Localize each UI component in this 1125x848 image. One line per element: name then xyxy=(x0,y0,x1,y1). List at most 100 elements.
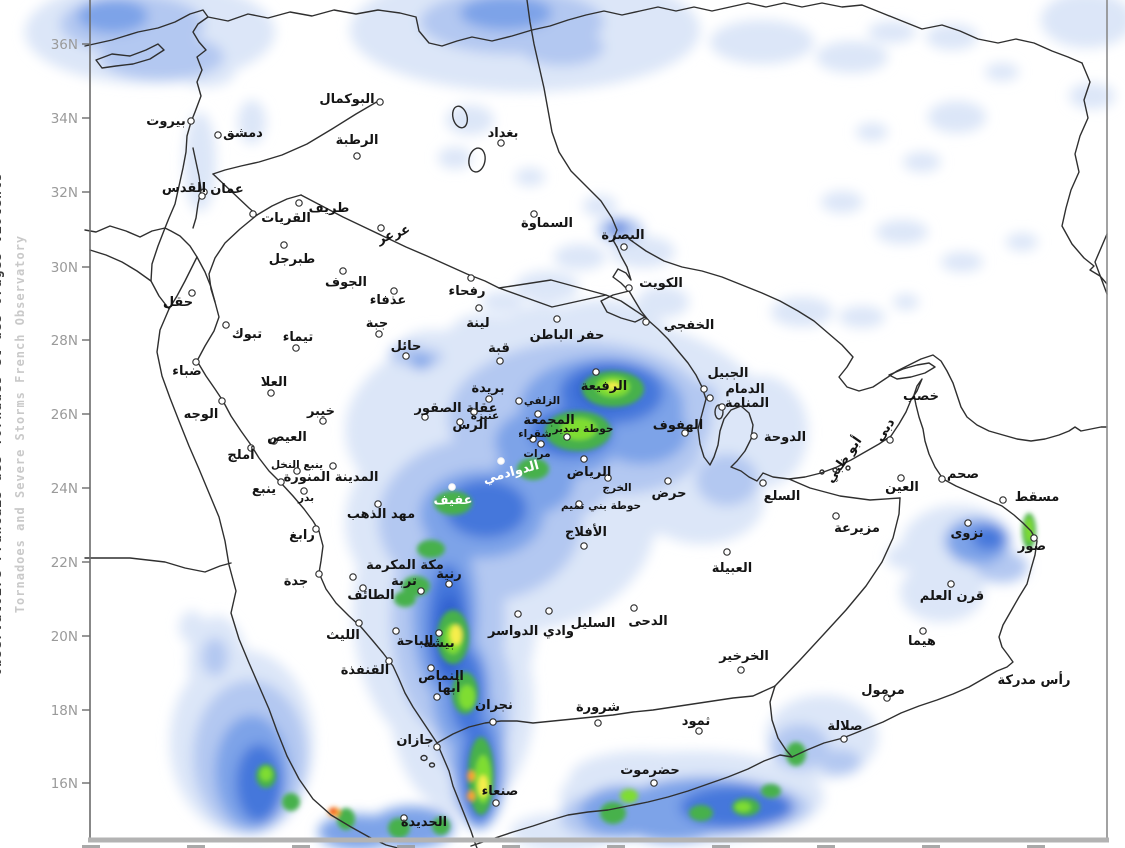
city-marker xyxy=(919,627,927,635)
precip-blob xyxy=(467,771,475,781)
precip-blob xyxy=(735,802,751,812)
city-label: صور xyxy=(1017,539,1046,554)
cities-layer: بيروت دمشق البوكمال الرطبة عمان القدس طريفالقر… xyxy=(146,92,1070,830)
city-label: العين xyxy=(885,480,919,495)
city-marker xyxy=(723,548,731,556)
city-label: قبة xyxy=(488,341,510,356)
lon-label-stub xyxy=(817,845,835,848)
city-marker xyxy=(840,735,848,743)
city-marker xyxy=(630,604,638,612)
axes-layer xyxy=(88,0,1109,843)
city-marker xyxy=(947,580,955,588)
city-marker xyxy=(515,397,523,405)
city-marker xyxy=(664,477,672,485)
city-marker xyxy=(514,610,522,618)
city-label: قرن العلم xyxy=(920,589,984,604)
precip-blob xyxy=(926,24,978,50)
city-marker xyxy=(390,287,398,295)
city-label: الهفوف xyxy=(653,418,704,433)
kuwait-border xyxy=(600,290,650,323)
lat-label: 32N xyxy=(51,185,78,201)
city-marker xyxy=(448,483,456,491)
precip-blob xyxy=(515,168,545,186)
uae-islet-3 xyxy=(845,465,851,471)
city-marker xyxy=(492,799,500,807)
mediterranean-coastline xyxy=(84,9,209,238)
precip-blob xyxy=(561,418,597,440)
city-marker xyxy=(315,570,323,578)
precip-blob xyxy=(609,222,627,234)
city-marker xyxy=(375,330,383,338)
city-marker xyxy=(750,432,758,440)
city-marker xyxy=(374,500,382,508)
city-marker xyxy=(445,580,453,588)
precip-blob xyxy=(600,802,626,824)
city-label: الطائف xyxy=(347,588,394,603)
city-label: السماوة xyxy=(521,216,573,231)
turkey-border xyxy=(207,2,1083,64)
city-label: لينة xyxy=(466,316,489,331)
precip-blob xyxy=(710,20,814,64)
city-label: ضباء xyxy=(172,364,201,379)
suez-coast xyxy=(89,249,152,282)
precip-blob xyxy=(819,749,861,775)
city-marker xyxy=(292,344,300,352)
city-marker xyxy=(359,584,367,592)
city-label: رابغ xyxy=(289,528,315,543)
city-label: مهد الذهب xyxy=(347,507,415,522)
sinai-peninsula xyxy=(150,227,198,310)
precip-blob xyxy=(446,105,494,135)
city-label: صلالة xyxy=(827,719,862,734)
city-label: الدمام xyxy=(725,382,764,397)
city-label: الليث xyxy=(326,628,360,643)
city-label: حوطة بني تميم xyxy=(561,500,641,512)
city-label: حوطة سدير xyxy=(552,423,614,435)
city-marker xyxy=(999,496,1007,504)
city-label: رأس مدركة xyxy=(998,671,1071,688)
precip-blob xyxy=(620,789,638,803)
city-label: العلا xyxy=(261,375,288,390)
city-label: خصب xyxy=(903,389,939,404)
city-label: بغداد xyxy=(488,126,519,141)
lon-label-stub xyxy=(922,845,940,848)
city-marker xyxy=(700,385,708,393)
city-marker xyxy=(218,397,226,405)
city-marker xyxy=(604,474,612,482)
city-marker xyxy=(198,192,206,200)
city-label: ثمود xyxy=(682,714,710,729)
precip-blob xyxy=(1069,83,1115,109)
city-label: حائل xyxy=(391,339,422,354)
city-label: العيص xyxy=(267,430,307,445)
city-label: القنفذة xyxy=(341,663,390,678)
lat-label: 30N xyxy=(51,260,78,276)
city-marker xyxy=(695,727,703,735)
latitude-axis: 36N 34N 32N 30N 28N 26N 24N 22N 20N 18N 16N xyxy=(51,37,90,792)
precip-blob xyxy=(467,791,475,801)
precip-blob xyxy=(839,306,885,328)
precip-blob xyxy=(886,544,928,570)
saudi-oman-border xyxy=(774,497,901,687)
city-marker xyxy=(456,418,464,426)
city-label: عذفاء xyxy=(370,293,406,308)
lon-label-stub xyxy=(397,845,415,848)
precip-blob xyxy=(438,147,472,169)
iran-coast-edge xyxy=(1094,233,1108,295)
precip-blob xyxy=(816,41,888,73)
city-marker xyxy=(470,408,478,416)
city-label: صنعاء xyxy=(482,784,519,799)
city-label: أبو ظبي xyxy=(821,433,865,486)
city-marker xyxy=(681,429,689,437)
uae-islet xyxy=(819,469,825,475)
city-label: ينبع النخل xyxy=(271,459,323,471)
city-label: المجمعة xyxy=(523,413,574,428)
egypt-sudan-border xyxy=(84,557,232,573)
city-label: تبوك xyxy=(232,327,262,342)
city-label: جدة xyxy=(284,574,309,589)
uae-islet-2 xyxy=(832,467,838,473)
city-label: الرس xyxy=(452,418,487,433)
yemen-saudi-border xyxy=(436,685,776,744)
city-label: الدحى xyxy=(628,614,667,629)
city-marker xyxy=(300,487,308,495)
city-label: السلع xyxy=(764,489,801,504)
precip-blob xyxy=(330,808,336,814)
